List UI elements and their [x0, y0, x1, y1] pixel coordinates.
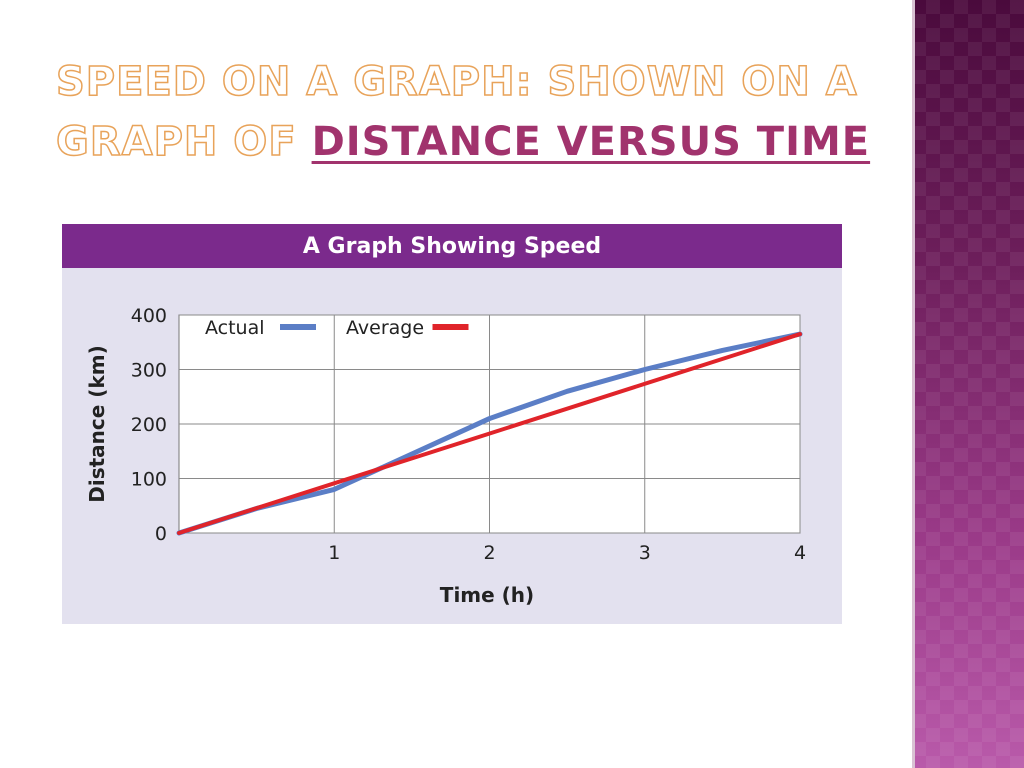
chart-svg: 0 100 200 300 400 1 2 3 4 Actual Average Time (h… [85, 305, 806, 607]
series-lines [176, 331, 803, 536]
x-tick-label: 1 [328, 542, 340, 564]
x-tick-label: 3 [639, 542, 651, 564]
legend-label-average: Average [346, 317, 424, 339]
y-tick-labels: 0 100 200 300 400 [131, 305, 167, 545]
y-tick-label: 0 [155, 523, 167, 545]
title-text: SPEED ON A GRAPH: SHOWN ON A GRAPH OF [55, 58, 858, 166]
side-band-edge [912, 0, 915, 768]
chart-header: A Graph Showing Speed [62, 224, 842, 268]
series-line-average [177, 332, 802, 535]
y-tick-label: 100 [131, 469, 167, 491]
y-tick-label: 200 [131, 414, 167, 436]
legend-label-actual: Actual [205, 317, 265, 339]
series-line-actual [176, 331, 803, 536]
diamond-pattern [912, 0, 1024, 768]
x-axis-label: Time (h) [440, 583, 534, 607]
x-tick-label: 2 [483, 542, 495, 564]
chart-card: A Graph Showing Speed 0 100 200 300 400 1 2 3 4… [62, 224, 842, 624]
decorative-side-band [912, 0, 1024, 768]
title-link[interactable]: DISTANCE VERSUS TIME [311, 119, 871, 165]
y-tick-label: 400 [131, 305, 167, 327]
slide-title: SPEED ON A GRAPH: SHOWN ON A GRAPH OF DI… [55, 52, 896, 172]
legend: Actual Average [205, 317, 469, 339]
y-tick-label: 300 [131, 360, 167, 382]
x-tick-label: 4 [794, 542, 806, 564]
y-axis-label: Distance (km) [85, 345, 109, 502]
grid [179, 314, 801, 534]
x-tick-labels: 1 2 3 4 [328, 542, 806, 564]
chart-title: A Graph Showing Speed [302, 233, 602, 259]
